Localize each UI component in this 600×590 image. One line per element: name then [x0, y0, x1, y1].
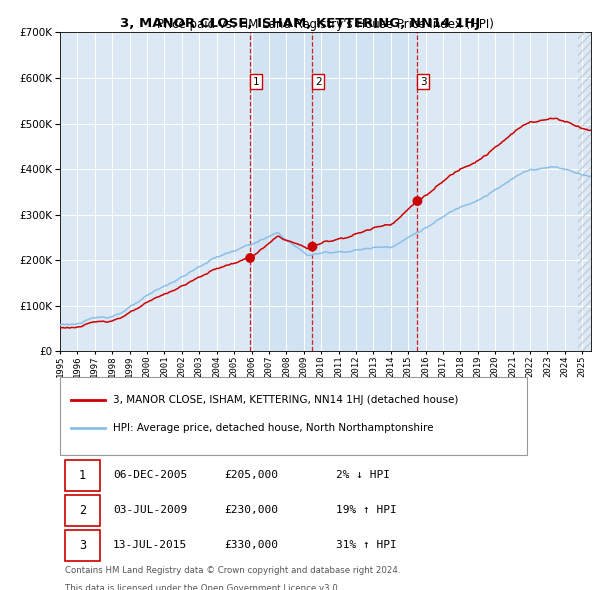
Text: £230,000: £230,000 — [224, 505, 278, 515]
Text: 13-JUL-2015: 13-JUL-2015 — [113, 540, 187, 550]
Text: £330,000: £330,000 — [224, 540, 278, 550]
FancyBboxPatch shape — [65, 530, 100, 560]
Text: 2: 2 — [79, 504, 86, 517]
Text: 3: 3 — [79, 539, 86, 552]
Text: 3, MANOR CLOSE, ISHAM, KETTERING, NN14 1HJ: 3, MANOR CLOSE, ISHAM, KETTERING, NN14 1… — [120, 17, 480, 30]
Text: 3, MANOR CLOSE, ISHAM, KETTERING, NN14 1HJ (detached house): 3, MANOR CLOSE, ISHAM, KETTERING, NN14 1… — [113, 395, 458, 405]
Text: 19% ↑ HPI: 19% ↑ HPI — [336, 505, 397, 515]
Text: 1: 1 — [79, 469, 86, 482]
Point — [413, 196, 422, 206]
Text: 06-DEC-2005: 06-DEC-2005 — [113, 470, 187, 480]
FancyBboxPatch shape — [65, 460, 100, 491]
Text: 2: 2 — [315, 77, 322, 87]
Text: 1: 1 — [253, 77, 259, 87]
Text: 2% ↓ HPI: 2% ↓ HPI — [336, 470, 390, 480]
Point — [245, 253, 255, 263]
Text: Contains HM Land Registry data © Crown copyright and database right 2024.: Contains HM Land Registry data © Crown c… — [65, 566, 401, 575]
Text: 3: 3 — [420, 77, 427, 87]
Point — [308, 242, 317, 251]
Title: Price paid vs. HM Land Registry's House Price Index (HPI): Price paid vs. HM Land Registry's House … — [157, 18, 494, 31]
Text: HPI: Average price, detached house, North Northamptonshire: HPI: Average price, detached house, Nort… — [113, 423, 434, 433]
Text: 03-JUL-2009: 03-JUL-2009 — [113, 505, 187, 515]
FancyBboxPatch shape — [65, 495, 100, 526]
Text: This data is licensed under the Open Government Licence v3.0.: This data is licensed under the Open Gov… — [65, 584, 341, 590]
Text: £205,000: £205,000 — [224, 470, 278, 480]
FancyBboxPatch shape — [60, 376, 527, 455]
Text: 31% ↑ HPI: 31% ↑ HPI — [336, 540, 397, 550]
Bar — [250, 32, 418, 352]
